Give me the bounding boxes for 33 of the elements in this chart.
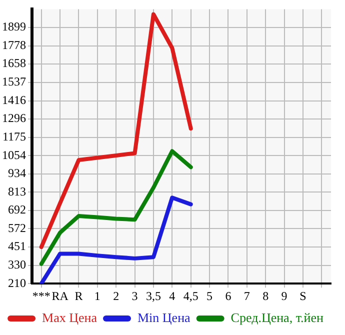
x-tick-label: RA bbox=[52, 288, 69, 303]
x-tick-label: R bbox=[74, 288, 83, 303]
x-tick-label: *** bbox=[32, 288, 50, 303]
y-tick-label: 451 bbox=[8, 239, 26, 254]
legend-label: Сред.Цена, т.йен bbox=[230, 310, 324, 325]
legend-label: Max Цена bbox=[42, 310, 98, 325]
x-tick-label: 8 bbox=[262, 288, 269, 303]
y-tick-label: 1658 bbox=[2, 56, 26, 70]
x-tick-label: 3 bbox=[132, 288, 138, 303]
y-tick-label: 1778 bbox=[2, 38, 26, 52]
x-tick-label: 4,5 bbox=[183, 288, 198, 303]
y-tick-label: 210 bbox=[8, 276, 26, 290]
legend-label: Min Цена bbox=[138, 310, 191, 325]
y-tick-label: 692 bbox=[8, 202, 26, 217]
x-tick-label: 2 bbox=[113, 288, 120, 303]
x-tick-label: 9 bbox=[281, 288, 288, 303]
y-tick-label: 572 bbox=[8, 220, 26, 235]
y-tick-label: 1296 bbox=[2, 111, 26, 126]
y-tick-label: 1175 bbox=[2, 129, 26, 144]
x-tick-label: S bbox=[300, 288, 306, 303]
y-tick-label: 1416 bbox=[2, 92, 26, 107]
y-tick-label: 934 bbox=[8, 166, 26, 180]
y-tick-label: 330 bbox=[8, 258, 26, 272]
y-tick-label: 1899 bbox=[2, 20, 26, 34]
x-tick-label: 1 bbox=[94, 288, 100, 303]
x-tick-label: 5 bbox=[206, 288, 213, 303]
x-tick-label: 3,5 bbox=[146, 288, 161, 303]
x-tick-label: 7 bbox=[244, 288, 250, 303]
y-tick-label: 813 bbox=[8, 184, 26, 198]
y-tick-label: 1054 bbox=[2, 148, 26, 162]
x-tick-label: 6 bbox=[225, 288, 232, 303]
x-tick-label: 4 bbox=[169, 288, 176, 303]
y-tick-label: 1537 bbox=[2, 74, 26, 89]
